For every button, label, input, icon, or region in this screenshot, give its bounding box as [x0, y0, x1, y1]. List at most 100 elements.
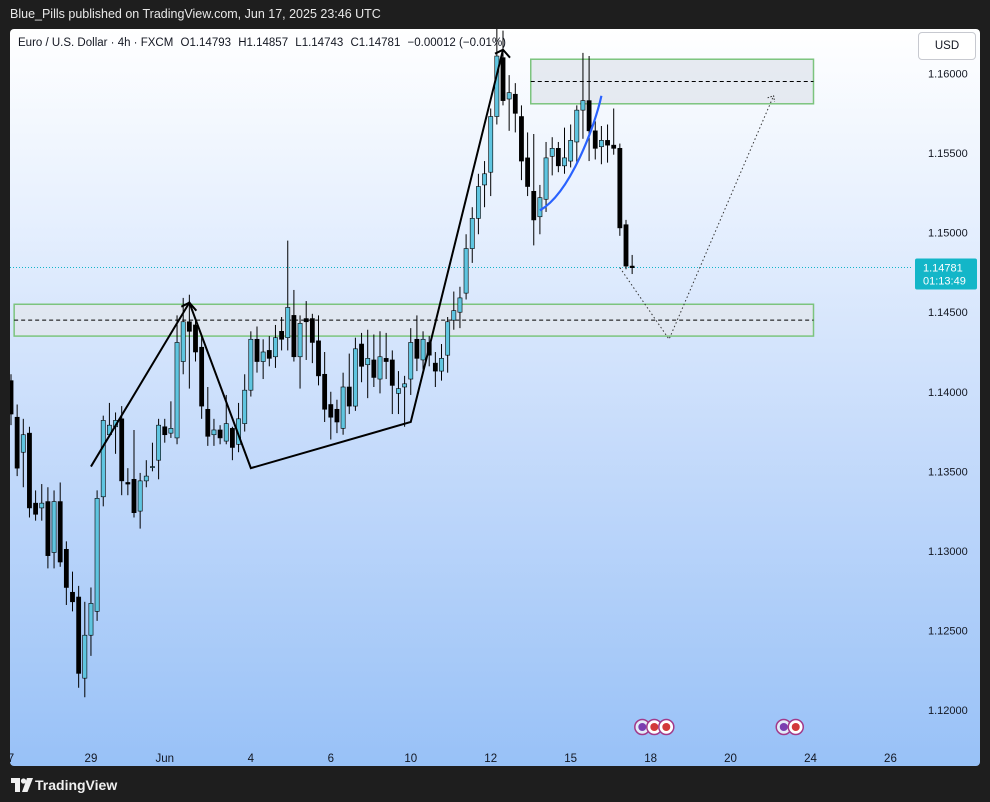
candle-body	[629, 265, 635, 268]
x-tick-label: 15	[564, 753, 577, 765]
candle-body	[45, 501, 51, 556]
y-tick-label: 1.13000	[928, 546, 968, 558]
candle-body	[562, 157, 567, 167]
economic-event-icon-dot	[791, 723, 800, 731]
chart-frame[interactable]: 1.12000 1.12500 1.13000 1.13500 1.14000 1.145…	[10, 29, 980, 766]
candle-body	[205, 408, 211, 437]
x-tick-label: 24	[804, 753, 817, 765]
candle-body	[266, 350, 272, 359]
candle-body	[445, 321, 451, 356]
candle-body	[623, 224, 629, 267]
candle-body	[14, 416, 20, 469]
candle-body	[322, 373, 328, 410]
ohlc-close: C1.14781	[350, 37, 401, 49]
candle-body	[303, 318, 309, 323]
economic-event-icon-dot	[779, 723, 788, 731]
candle-body	[156, 424, 161, 461]
candle-body	[537, 197, 543, 218]
candle-body	[193, 324, 198, 353]
candle-body	[568, 140, 574, 162]
candle-body	[457, 297, 463, 313]
candle-body	[10, 380, 14, 415]
swing-arrowhead	[494, 48, 511, 59]
economic-event-icon-dot	[650, 723, 659, 731]
y-tick-label: 1.16000	[928, 69, 968, 81]
candle-body	[346, 386, 352, 407]
candle-body	[51, 501, 57, 553]
candle-body	[463, 248, 469, 294]
candle-body	[598, 140, 604, 148]
candle-body	[230, 428, 235, 448]
candle-body	[488, 116, 494, 173]
y-tick-label: 1.13500	[928, 466, 968, 478]
x-tick-label: Jun	[155, 753, 174, 765]
candle-body	[574, 109, 580, 143]
candle-body	[254, 338, 260, 362]
candle-body	[150, 466, 155, 468]
candle-body	[100, 420, 106, 498]
tradingview-logo-icon	[11, 778, 33, 792]
candle-body	[168, 428, 174, 434]
last-price-value: 1.14781	[923, 263, 963, 275]
x-tick-label: 18	[644, 753, 657, 765]
candle-body	[555, 148, 561, 167]
projection-arrowhead	[767, 95, 776, 102]
publish-line: Blue_Pills published on TradingView.com,…	[10, 7, 381, 21]
tradingview-brand: TradingView	[35, 777, 118, 793]
candle-body	[328, 404, 334, 418]
candle-body	[125, 482, 131, 485]
ohlc-high: H1.14857	[238, 37, 289, 49]
candle-body	[352, 348, 358, 407]
x-tick-label: 20	[724, 753, 737, 765]
candle-body	[217, 429, 223, 439]
candle-body	[512, 93, 518, 114]
y-tick-label: 1.14500	[928, 307, 968, 319]
ohlc-change: −0.00012 (−0.01%)	[407, 37, 507, 49]
x-tick-label: 6	[328, 753, 334, 765]
candle-body	[260, 351, 266, 362]
candle-body	[82, 634, 88, 679]
symbol-legend: Euro / U.S. Dollar · 4h · FXCM O1.14793 …	[18, 37, 510, 49]
ohlc-low: L1.14743	[295, 37, 344, 49]
candle-body	[242, 389, 248, 424]
candle-body	[420, 338, 426, 361]
candle-body	[414, 338, 420, 359]
candle-body	[617, 148, 623, 229]
candle-body	[143, 475, 149, 482]
economic-event-icon-dot	[662, 723, 671, 731]
candle-body	[506, 92, 512, 100]
candle-body	[371, 359, 377, 378]
candle-body	[451, 310, 457, 321]
currency-button[interactable]: USD	[918, 32, 976, 60]
candle-body	[309, 318, 315, 343]
candle-body	[377, 356, 383, 380]
candle-body	[482, 173, 487, 186]
candle-body	[297, 323, 303, 358]
candle-body	[519, 116, 524, 162]
candle-body	[199, 346, 205, 407]
y-tick-label: 1.15000	[928, 228, 968, 240]
candle-body	[248, 338, 254, 391]
rounding-curve	[539, 95, 603, 212]
candle-body	[119, 418, 125, 482]
candle-body	[469, 218, 475, 249]
candle-body	[94, 498, 100, 612]
candle-body	[20, 434, 26, 453]
candle-body	[279, 331, 284, 340]
candle-body	[439, 358, 444, 372]
candle-body	[592, 130, 598, 149]
candle-body	[137, 480, 143, 512]
candle-body	[27, 432, 32, 509]
candle-body	[525, 157, 530, 187]
candle-body	[180, 321, 186, 362]
candle-body	[605, 140, 610, 146]
candle-body	[389, 359, 395, 386]
candle-body	[76, 596, 82, 674]
candle-body	[291, 315, 297, 358]
publish-header: Blue_Pills published on TradingView.com,…	[0, 0, 990, 28]
candle-body	[63, 548, 69, 588]
candle-body	[131, 478, 137, 513]
candle-body	[402, 383, 407, 388]
candlestick-chart[interactable]: 1.12000 1.12500 1.13000 1.13500 1.14000 1.145…	[10, 29, 980, 766]
